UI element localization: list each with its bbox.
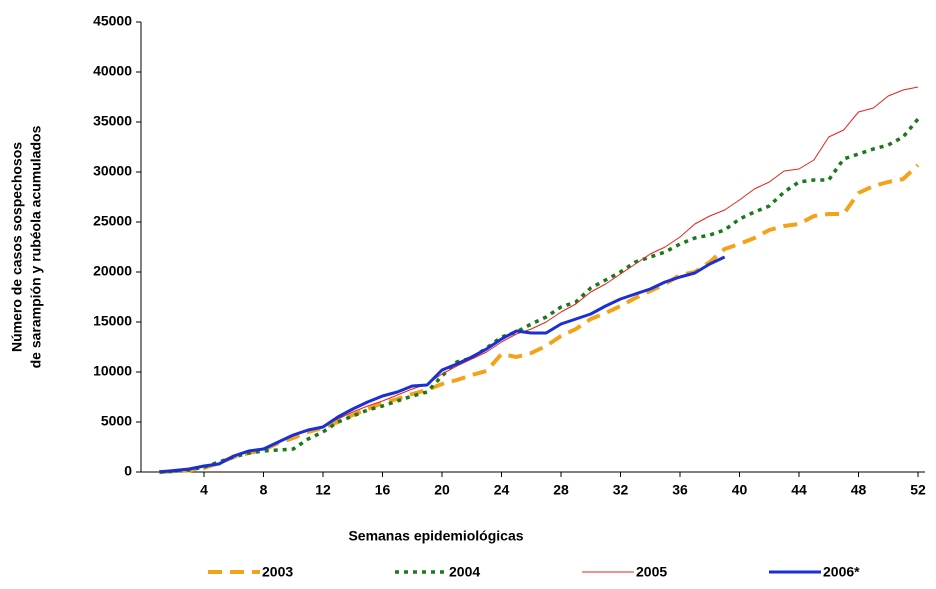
x-tick-label: 28	[553, 482, 569, 498]
y-tick-label: 30000	[93, 163, 132, 179]
y-tick-label: 25000	[93, 213, 132, 229]
x-tick-label: 8	[260, 482, 268, 498]
x-axis-label: Semanas epidemiológicas	[348, 528, 523, 544]
legend-label: 2006*	[823, 564, 860, 580]
legend-label: 2004	[449, 564, 480, 580]
y-tick-label: 45000	[93, 13, 132, 29]
legend-label: 2005	[636, 564, 667, 580]
series-line	[159, 117, 920, 474]
series-line	[159, 86, 919, 473]
legend-label: 2003	[262, 564, 293, 580]
y-tick-label: 15000	[93, 313, 132, 329]
x-tick-label: 4	[200, 482, 208, 498]
y-tick-label: 20000	[93, 263, 132, 279]
x-tick-label: 44	[791, 482, 807, 498]
x-tick-label: 16	[375, 482, 391, 498]
x-tick-label: 12	[315, 482, 331, 498]
series-line	[159, 255, 726, 474]
x-tick-label: 32	[613, 482, 629, 498]
y-axis-label: de sarampión y rubéola acumulados	[28, 125, 44, 368]
x-tick-label: 40	[732, 482, 748, 498]
y-axis-label: Número de casos sospechosos	[9, 142, 25, 352]
y-tick-label: 5000	[101, 413, 132, 429]
x-tick-label: 52	[910, 482, 926, 498]
x-tick-label: 36	[672, 482, 688, 498]
series-line	[159, 163, 920, 474]
y-tick-label: 35000	[93, 113, 132, 129]
y-tick-label: 40000	[93, 63, 132, 79]
x-tick-label: 48	[851, 482, 867, 498]
y-tick-label: 0	[124, 463, 132, 479]
y-tick-label: 10000	[93, 363, 132, 379]
x-tick-label: 24	[494, 482, 510, 498]
x-tick-label: 20	[434, 482, 450, 498]
